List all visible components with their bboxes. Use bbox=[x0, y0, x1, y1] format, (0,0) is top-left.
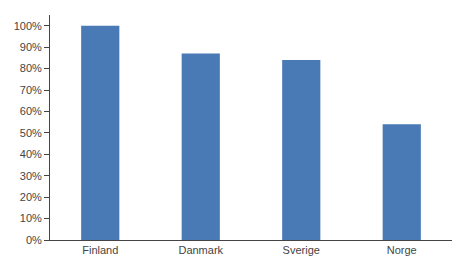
svg-text:Norge: Norge bbox=[387, 244, 417, 256]
svg-text:70%: 70% bbox=[20, 84, 42, 96]
svg-text:Danmark: Danmark bbox=[178, 244, 223, 256]
svg-text:10%: 10% bbox=[20, 212, 42, 224]
svg-text:20%: 20% bbox=[20, 191, 42, 203]
svg-text:30%: 30% bbox=[20, 170, 42, 182]
svg-text:0%: 0% bbox=[26, 234, 42, 246]
svg-text:100%: 100% bbox=[14, 20, 42, 32]
svg-text:80%: 80% bbox=[20, 62, 42, 74]
svg-text:60%: 60% bbox=[20, 105, 42, 117]
svg-text:40%: 40% bbox=[20, 148, 42, 160]
svg-text:90%: 90% bbox=[20, 41, 42, 53]
svg-text:Sverige: Sverige bbox=[283, 244, 320, 256]
svg-text:Finland: Finland bbox=[82, 244, 118, 256]
svg-text:50%: 50% bbox=[20, 127, 42, 139]
